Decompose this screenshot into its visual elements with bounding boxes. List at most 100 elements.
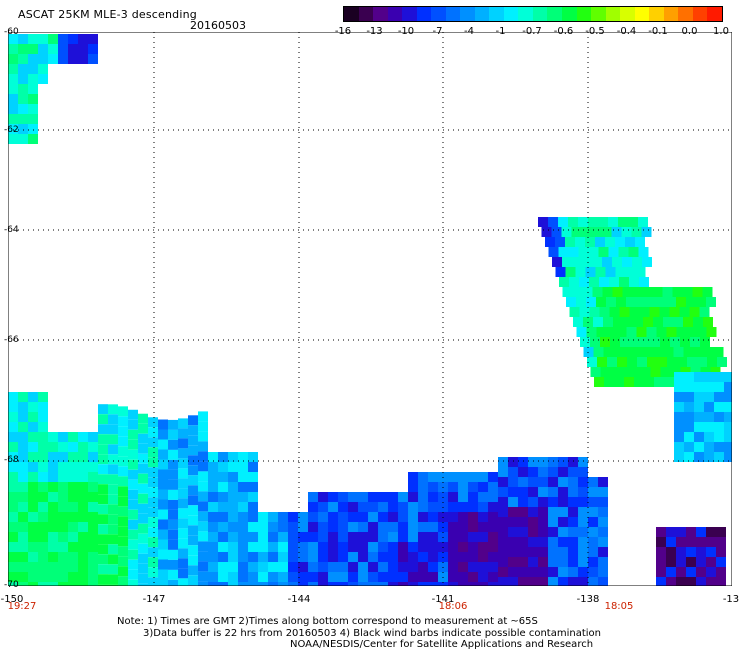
wind-data-cell [228, 582, 238, 586]
wind-data-cell [674, 392, 684, 402]
wind-data-cell [398, 552, 408, 562]
wind-data-cell [508, 577, 518, 586]
wind-data-cell [58, 562, 68, 572]
wind-data-cell [28, 124, 38, 134]
wind-data-cell [664, 377, 674, 387]
wind-data-cell [706, 557, 716, 567]
time-label: 19:27 [7, 601, 37, 612]
wind-data-cell [588, 547, 598, 557]
wind-data-cell [630, 337, 640, 347]
wind-data-cell [654, 377, 664, 387]
color-scale-segment [649, 7, 664, 21]
wind-data-cell [18, 572, 28, 582]
wind-data-cell [48, 532, 58, 542]
wind-data-cell [684, 442, 694, 452]
wind-data-cell [656, 297, 666, 307]
color-scale-segment [678, 7, 693, 21]
color-scale-segment [692, 7, 708, 21]
wind-data-cell [198, 511, 208, 522]
wind-data-cell [448, 502, 458, 512]
wind-data-cell [428, 582, 438, 586]
wind-data-cell [612, 257, 622, 267]
wind-data-cell [408, 552, 418, 562]
wind-data-cell [328, 582, 338, 586]
wind-data-cell [38, 462, 48, 472]
color-scale-segment [402, 7, 417, 21]
wind-data-cell [558, 457, 568, 467]
wind-data-cell [208, 482, 218, 492]
wind-data-cell [660, 367, 671, 377]
wind-data-cell [148, 577, 158, 586]
wind-data-cell [518, 557, 528, 567]
wind-data-cell [598, 487, 608, 497]
wind-data-cell [8, 104, 18, 114]
wind-data-cell [48, 502, 58, 512]
wind-data-cell [208, 532, 218, 542]
wind-data-cell [348, 542, 358, 552]
wind-data-cell [656, 577, 666, 586]
wind-data-cell [228, 452, 238, 462]
wind-data-cell [18, 64, 28, 74]
wind-data-cell [538, 477, 548, 487]
wind-data-cell [468, 552, 478, 562]
wind-data-cell [218, 492, 228, 502]
wind-data-cell [686, 327, 697, 337]
wind-data-cell [693, 317, 703, 327]
wind-data-cell [716, 537, 726, 547]
wind-data-cell [558, 247, 569, 257]
wind-data-cell [498, 487, 508, 497]
wind-data-cell [619, 277, 629, 287]
wind-data-cell [634, 377, 644, 387]
wind-data-cell [448, 572, 458, 582]
wind-data-cell [338, 522, 348, 532]
map-gridlines [8, 32, 732, 586]
wind-data-cell [148, 517, 158, 528]
color-scale-segment [518, 7, 533, 21]
wind-data-cell [38, 522, 48, 532]
wind-data-cell [48, 44, 58, 54]
wind-data-cell [28, 432, 38, 442]
wind-data-cell [208, 502, 218, 512]
wind-data-cell [596, 297, 606, 307]
wind-data-cell [148, 477, 158, 488]
wind-data-cell [591, 227, 602, 237]
wind-data-cell [288, 522, 298, 532]
wind-data-cell [508, 457, 518, 467]
wind-data-cell [592, 257, 602, 267]
wind-data-cell [178, 508, 188, 519]
wind-data-cell [78, 562, 88, 572]
wind-data-cell [228, 482, 238, 492]
wind-data-cell [168, 459, 178, 470]
wind-data-cell [48, 462, 58, 472]
wind-data-cell [8, 442, 18, 452]
wind-data-cell [28, 572, 38, 582]
wind-data-cell [58, 542, 68, 552]
wind-data-cell [704, 432, 714, 442]
wind-data-cell [68, 512, 78, 522]
wind-data-cell [238, 552, 248, 562]
wind-data-cell [68, 452, 78, 462]
wind-data-cell [578, 467, 588, 477]
wind-data-cell [218, 512, 228, 522]
wind-data-cell [178, 438, 188, 449]
wind-data-cell [158, 479, 168, 490]
wind-data-cell [168, 449, 178, 460]
wind-data-cell [518, 487, 528, 497]
wind-data-cell [686, 537, 696, 547]
wind-data-cell [694, 372, 704, 382]
wind-data-cell [518, 477, 528, 487]
color-scale-bar [343, 6, 723, 22]
wind-data-cell [508, 507, 518, 517]
wind-data-cell [358, 572, 368, 582]
wind-data-cell [8, 492, 18, 502]
wind-data-cell [98, 564, 108, 575]
wind-data-cell [588, 537, 598, 547]
wind-data-cell [328, 512, 338, 522]
wind-data-cell [238, 452, 248, 462]
wind-data-cell [656, 527, 666, 537]
wind-data-cell [148, 417, 158, 428]
wind-data-cell [592, 287, 603, 297]
wind-data-cell [660, 337, 670, 347]
wind-data-cells [8, 34, 732, 586]
wind-data-cell [717, 357, 727, 367]
